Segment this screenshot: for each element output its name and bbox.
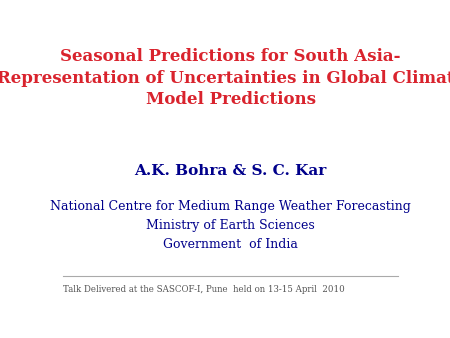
Text: Seasonal Predictions for South Asia-
Representation of Uncertainties in Global C: Seasonal Predictions for South Asia- Rep… <box>0 48 450 108</box>
Text: A.K. Bohra & S. C. Kar: A.K. Bohra & S. C. Kar <box>135 164 327 178</box>
Text: National Centre for Medium Range Weather Forecasting
Ministry of Earth Sciences
: National Centre for Medium Range Weather… <box>50 200 411 251</box>
Text: Talk Delivered at the SASCOF-I, Pune  held on 13-15 April  2010: Talk Delivered at the SASCOF-I, Pune hel… <box>63 285 345 294</box>
